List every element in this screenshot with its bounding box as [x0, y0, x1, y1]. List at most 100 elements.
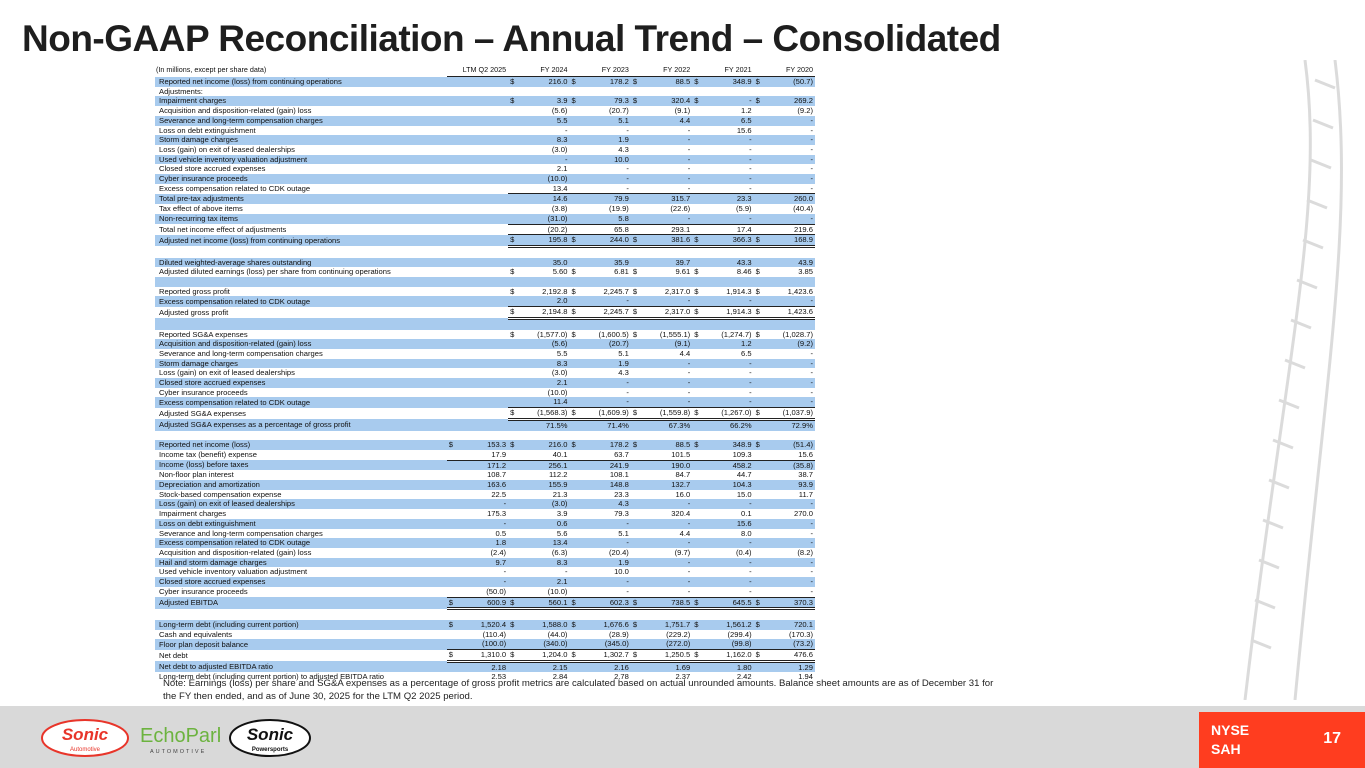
currency-symbol: $ — [510, 286, 515, 296]
currency-symbol — [692, 164, 703, 174]
currency-symbol: $ — [508, 306, 520, 320]
table-row: Non-floor plan interest 108.7 112.2 108.1 84… — [155, 470, 815, 480]
currency-symbol: $ — [692, 407, 704, 421]
cell-value: 23.3 — [614, 489, 629, 499]
cell-value: 163.6 — [457, 480, 509, 490]
cell-value: 71.4% — [580, 419, 631, 431]
cell-value: - — [810, 567, 813, 577]
cell-value — [764, 318, 815, 330]
currency-symbol — [692, 419, 704, 431]
cell-value: - — [749, 387, 752, 397]
currency-symbol — [753, 174, 765, 184]
cell-value — [703, 277, 754, 287]
cell-value: 1.69 — [641, 661, 693, 673]
table-row: Reported net income (loss) from continui… — [155, 76, 815, 87]
cell-value: 1.9 — [580, 358, 631, 369]
table-header: (In millions, except per share data) LTM … — [155, 64, 815, 77]
cell-value: 178.2 — [580, 440, 631, 450]
cell-value: (3.0) — [551, 368, 568, 378]
currency-symbol — [630, 518, 642, 529]
cell-value: 1,588.0 — [519, 619, 570, 630]
cell-value: - — [564, 125, 568, 135]
cell-value: (299.4) — [727, 629, 752, 639]
cell-value: 22.5 — [491, 489, 507, 499]
currency-symbol: $ — [692, 96, 704, 107]
cell-value: (1,037.9) — [764, 407, 815, 421]
cell-value: - — [687, 144, 691, 154]
currency-symbol — [753, 538, 765, 548]
currency-symbol — [508, 518, 520, 529]
currency-symbol: $ — [694, 286, 699, 296]
currency-symbol — [692, 378, 704, 388]
currency-symbol — [446, 557, 458, 568]
currency-symbol — [508, 499, 520, 510]
cell-value: 738.5 — [641, 597, 693, 611]
cell-value: - — [703, 213, 754, 225]
cell-value: - — [580, 378, 631, 388]
currency-symbol — [447, 630, 458, 640]
cell-value: (1,267.0) — [703, 407, 754, 421]
cell-value — [457, 257, 509, 268]
currency-symbol — [630, 586, 642, 598]
cell-value: 1.8 — [457, 538, 509, 548]
currency-symbol — [508, 609, 519, 620]
currency-symbol — [692, 490, 703, 500]
cell-value: 1,423.6 — [787, 286, 813, 296]
row-label: Depreciation and amortization — [155, 480, 447, 490]
cell-value: 1,302.7 — [580, 649, 631, 663]
currency-symbol: $ — [753, 306, 765, 320]
svg-text:AUTOMOTIVE: AUTOMOTIVE — [150, 749, 206, 755]
cell-value: (170.3) — [788, 629, 813, 639]
currency-symbol — [631, 126, 642, 136]
spacer-row — [155, 277, 815, 287]
cell-value — [703, 246, 753, 257]
table-row: Long-term debt (including current portio… — [155, 672, 815, 682]
currency-symbol — [508, 277, 520, 287]
currency-symbol — [569, 449, 581, 461]
footer-bar — [0, 706, 1365, 768]
cell-value — [457, 378, 509, 388]
cell-value: - — [810, 144, 813, 154]
currency-symbol — [508, 318, 520, 330]
currency-symbol — [508, 557, 520, 568]
cell-value: 10.0 — [580, 154, 631, 165]
currency-symbol — [569, 419, 581, 431]
currency-symbol — [508, 509, 519, 519]
currency-symbol — [569, 154, 581, 165]
cell-value: (1,577.0) — [537, 329, 568, 339]
table-row: Loss (gain) on exit of leased dealership… — [155, 145, 815, 155]
cell-value: 11.4 — [519, 397, 570, 409]
currency-symbol — [569, 349, 580, 359]
cell-value: 560.1 — [519, 597, 570, 611]
currency-symbol — [630, 639, 642, 651]
brand-logos: Sonic Automotive EchoPark AUTOMOTIVE Son… — [40, 716, 312, 760]
cell-value: 1.80 — [703, 661, 754, 673]
currency-symbol — [753, 318, 765, 330]
cell-value: 1,310.0 — [457, 649, 509, 663]
cell-value: 1,561.2 — [703, 619, 754, 630]
currency-symbol — [692, 135, 704, 145]
currency-symbol — [692, 480, 704, 490]
row-label: Severance and long-term compensation cha… — [155, 115, 447, 126]
cell-value — [764, 277, 815, 287]
table-row: Reported net income (loss) $153.3 $216.0 $1… — [155, 440, 815, 450]
cell-value: - — [703, 183, 754, 195]
currency-symbol — [569, 661, 581, 673]
table-row: Acquisition and disposition-related (gai… — [155, 548, 815, 558]
table-row: Cyber insurance proceeds (10.0) - - - - — [155, 174, 815, 184]
cell-value: 3.9 — [556, 509, 568, 519]
cell-value: - — [764, 577, 815, 587]
currency-symbol: $ — [569, 649, 581, 663]
currency-symbol — [508, 224, 520, 236]
cell-value — [457, 213, 509, 225]
currency-symbol — [508, 419, 520, 431]
currency-symbol — [630, 296, 642, 308]
currency-symbol — [508, 106, 519, 116]
cell-value: 112.2 — [549, 470, 568, 480]
currency-symbol — [447, 349, 458, 359]
cell-value: 366.3 — [703, 234, 754, 248]
currency-symbol — [447, 87, 458, 97]
table-row: Non-recurring tax items (31.0) 5.8- - - — [155, 213, 815, 225]
table-row: Loss on debt extinguishment -0.6- -15.6- — [155, 518, 815, 529]
currency-symbol — [630, 449, 642, 461]
